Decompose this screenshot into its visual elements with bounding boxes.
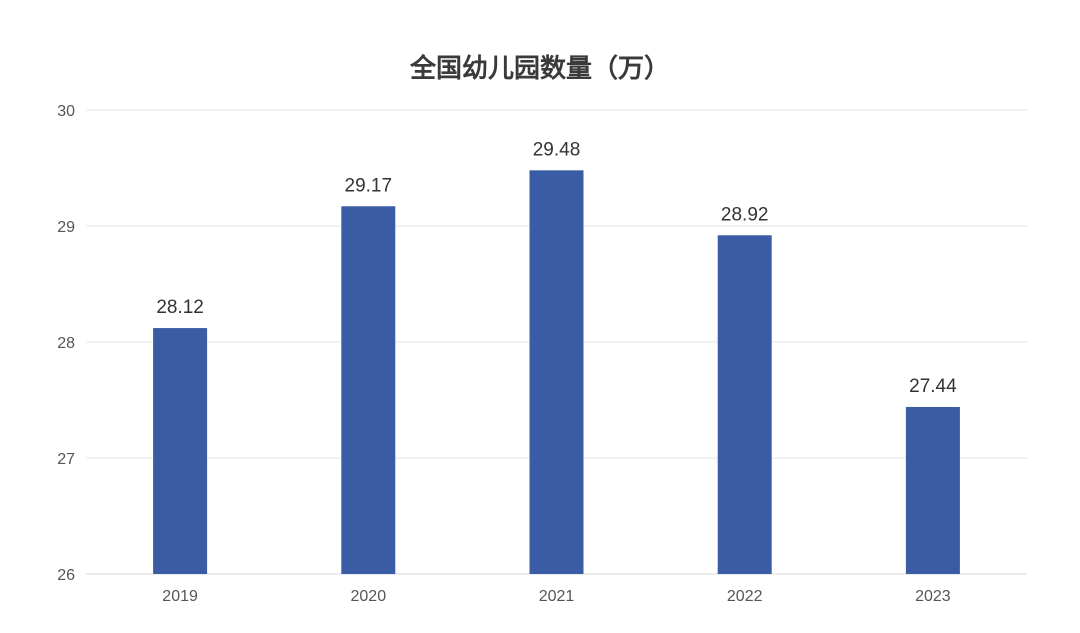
- bar-2023: [905, 406, 960, 574]
- y-tick-label: 29: [57, 219, 75, 236]
- y-tick-label: 28: [57, 335, 75, 352]
- y-tick-label: 26: [57, 567, 75, 584]
- data-label: 29.48: [533, 139, 581, 160]
- data-label: 28.12: [156, 297, 204, 318]
- bar-2022: [717, 235, 772, 574]
- chart-title: 全国幼儿园数量（万）: [409, 54, 670, 84]
- data-label: 27.44: [909, 376, 957, 397]
- data-label: 28.92: [721, 204, 769, 225]
- x-tick-label: 2019: [162, 588, 198, 605]
- bar-2021: [529, 170, 584, 574]
- bar-2020: [341, 206, 396, 574]
- x-tick-label: 2023: [915, 588, 951, 605]
- x-tick-label: 2022: [727, 588, 763, 605]
- y-tick-label: 27: [57, 451, 75, 468]
- x-tick-label: 2020: [351, 588, 387, 605]
- data-label: 29.17: [345, 175, 393, 196]
- bar-2019: [153, 328, 208, 574]
- x-tick-label: 2021: [539, 588, 575, 605]
- y-tick-label: 30: [57, 103, 75, 120]
